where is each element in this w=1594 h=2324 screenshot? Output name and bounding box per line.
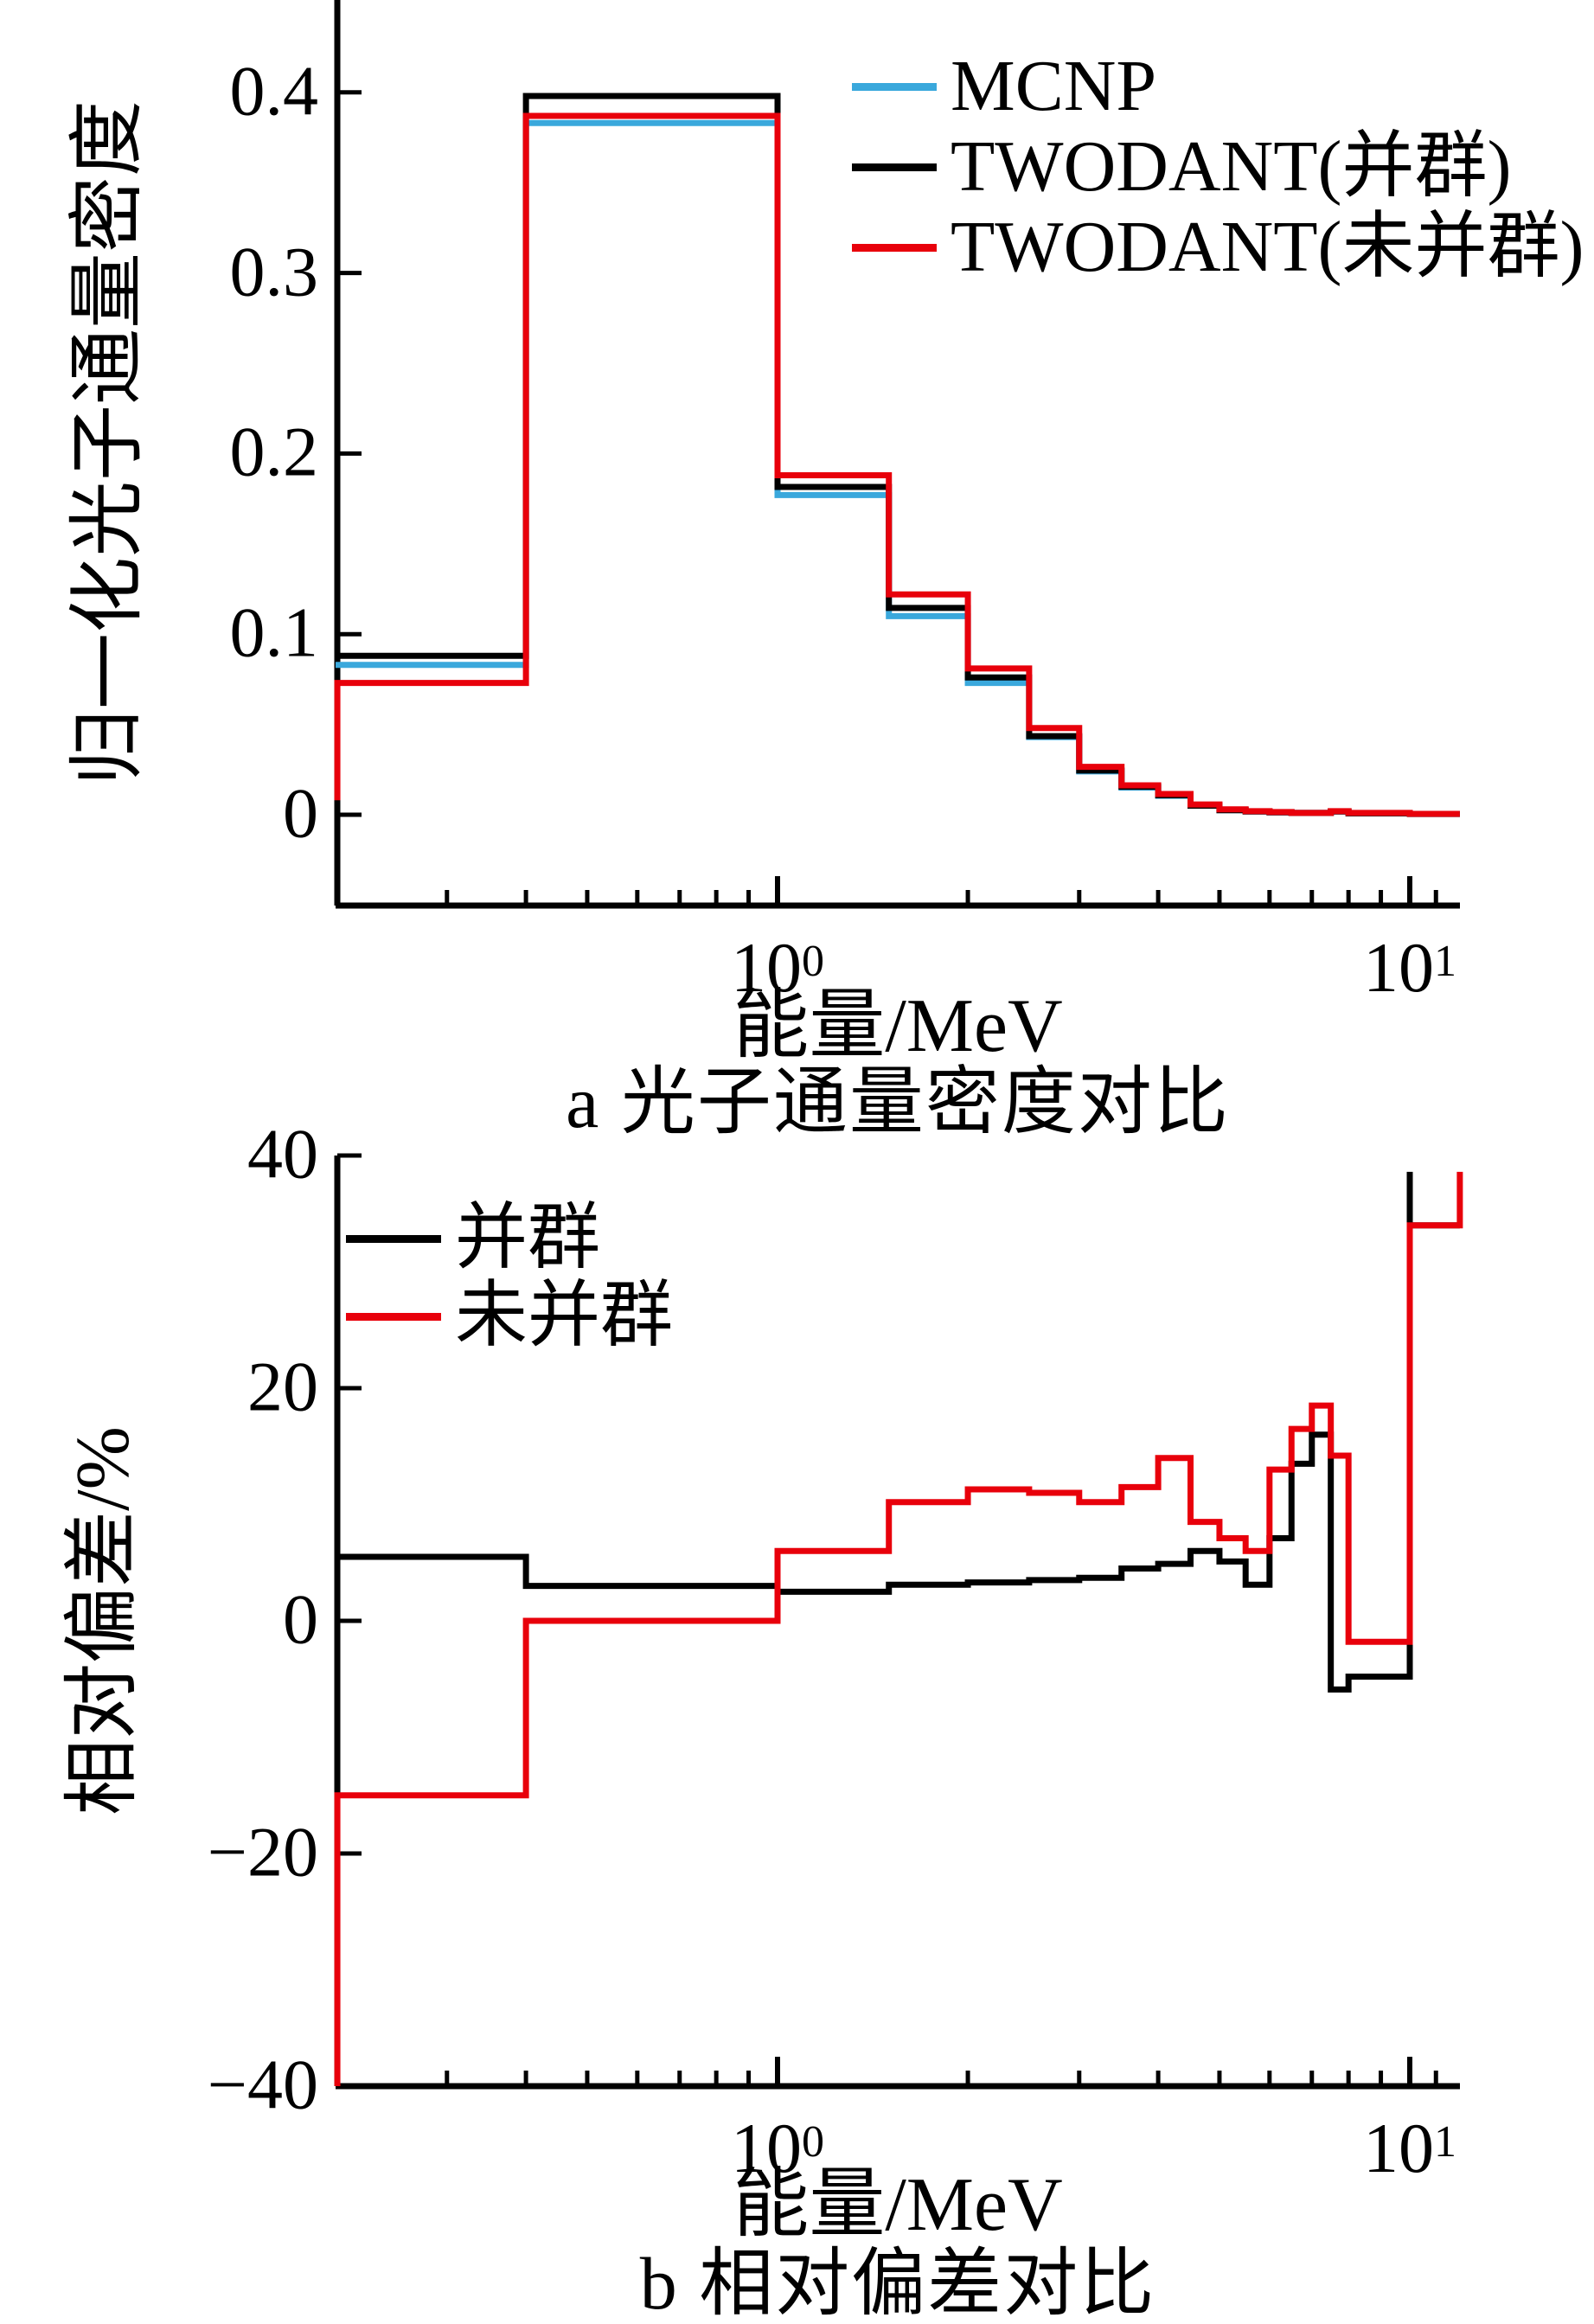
mcnp-legend-label: MCNP	[951, 46, 1157, 126]
legend-b-item-unmerged: 未并群	[346, 1280, 673, 1353]
twodant-unmerged-legend-label: TWODANT(未并群)	[951, 207, 1584, 287]
chart-a-caption: a 光子通量密度对比	[566, 1060, 1230, 1143]
y-tick-label: 0.1	[229, 592, 319, 672]
y-tick-label: 0.3	[229, 231, 319, 311]
legend-a-item-twodant-unmerged: TWODANT(未并群)	[852, 211, 1584, 284]
x-tick-label: 100	[731, 2109, 824, 2187]
chart-a-x-axis-label: 能量/MeV	[733, 984, 1063, 1068]
legend-a-item-mcnp: MCNP	[852, 50, 1156, 123]
chart-b-series-1-curve	[334, 1171, 1463, 2086]
chart-b-caption: b 相对偏差对比	[639, 2242, 1156, 2324]
chart-b-x-axis-label: 能量/MeV	[733, 2163, 1063, 2247]
legend-a-item-twodant-merged: TWODANT(并群)	[852, 131, 1512, 203]
y-tick-label: 0.4	[229, 51, 319, 131]
y-tick-label: −40	[207, 2045, 318, 2124]
merged-legend-line-icon	[346, 1234, 441, 1243]
unmerged-legend-label: 未并群	[455, 1276, 674, 1356]
merged-legend-label: 并群	[455, 1198, 601, 1278]
mcnp-legend-line-icon	[852, 82, 937, 91]
chart-a-series-2-curve	[334, 112, 1460, 817]
legend-b-item-merged: 并群	[346, 1202, 600, 1275]
twodant-merged-legend-label: TWODANT(并群)	[951, 126, 1512, 207]
y-tick-label: −20	[207, 1812, 318, 1892]
unmerged-legend-line-icon	[346, 1312, 441, 1321]
twodant-merged-legend-line-icon	[852, 163, 937, 171]
x-tick-label: 101	[1363, 2109, 1456, 2187]
x-tick-label: 100	[731, 928, 824, 1007]
x-tick-label: 101	[1363, 928, 1456, 1007]
y-tick-label: 0	[283, 773, 318, 853]
y-tick-label: 0	[283, 1579, 318, 1659]
y-tick-label: 20	[247, 1347, 318, 1426]
y-tick-label: 40	[247, 1114, 318, 1194]
twodant-unmerged-legend-line-icon	[852, 243, 937, 252]
y-tick-label: 0.2	[229, 412, 319, 491]
chart-b-series-0-curve	[336, 1171, 1460, 1693]
